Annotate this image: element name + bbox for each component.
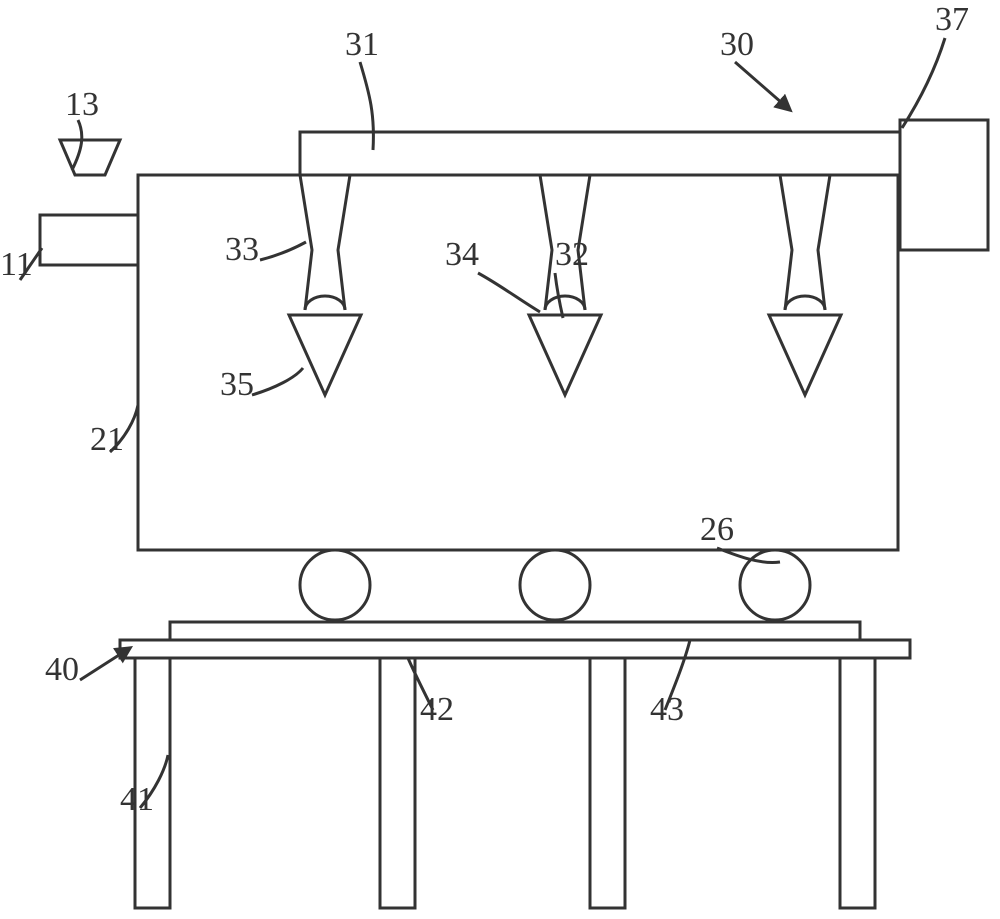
- label-l11: 11: [0, 246, 33, 283]
- arm-arc: [545, 296, 585, 310]
- leader-l37: [902, 38, 945, 128]
- label-l43: 43: [650, 691, 684, 728]
- top-slab: [300, 132, 900, 175]
- diagram-canvas: 13 11 31 30 37 33 34 32 35 21 26 40 42 43 41: [0, 0, 1000, 919]
- stand-leg: [840, 658, 875, 908]
- leader-l30: [735, 62, 790, 110]
- arm-side: [780, 175, 792, 310]
- arm-arc: [785, 296, 825, 310]
- label-l33: 33: [225, 231, 259, 268]
- arm-side: [338, 175, 350, 310]
- label-l37: 37: [935, 1, 969, 38]
- arm-tip: [769, 315, 841, 395]
- leader-l13: [72, 120, 82, 170]
- wheel: [520, 550, 590, 620]
- label-l21: 21: [90, 421, 124, 458]
- wheel: [300, 550, 370, 620]
- label-l35: 35: [220, 366, 254, 403]
- leader-l40: [80, 648, 130, 680]
- stand-leg: [380, 658, 415, 908]
- leader-l31: [360, 62, 373, 150]
- stand-top: [120, 640, 910, 658]
- label-l41: 41: [120, 781, 154, 818]
- arm-arc: [305, 296, 345, 310]
- label-l31: 31: [345, 26, 379, 63]
- arm-side: [540, 175, 552, 310]
- leader-l33: [260, 242, 306, 260]
- label-l34: 34: [445, 236, 479, 273]
- label-l26: 26: [700, 511, 734, 548]
- arm-side: [818, 175, 830, 310]
- stand-plate: [170, 622, 860, 640]
- arm-tip: [289, 315, 361, 395]
- stand-leg: [590, 658, 625, 908]
- label-l30: 30: [720, 26, 754, 63]
- arm-tip: [529, 315, 601, 395]
- leader-l34: [478, 273, 540, 312]
- hopper: [60, 140, 120, 175]
- leader-l35: [252, 368, 303, 395]
- label-l13: 13: [65, 86, 99, 123]
- label-l32: 32: [555, 236, 589, 273]
- box-37: [900, 120, 988, 250]
- left-extension: [40, 215, 138, 265]
- label-l40: 40: [45, 651, 79, 688]
- label-l42: 42: [420, 691, 454, 728]
